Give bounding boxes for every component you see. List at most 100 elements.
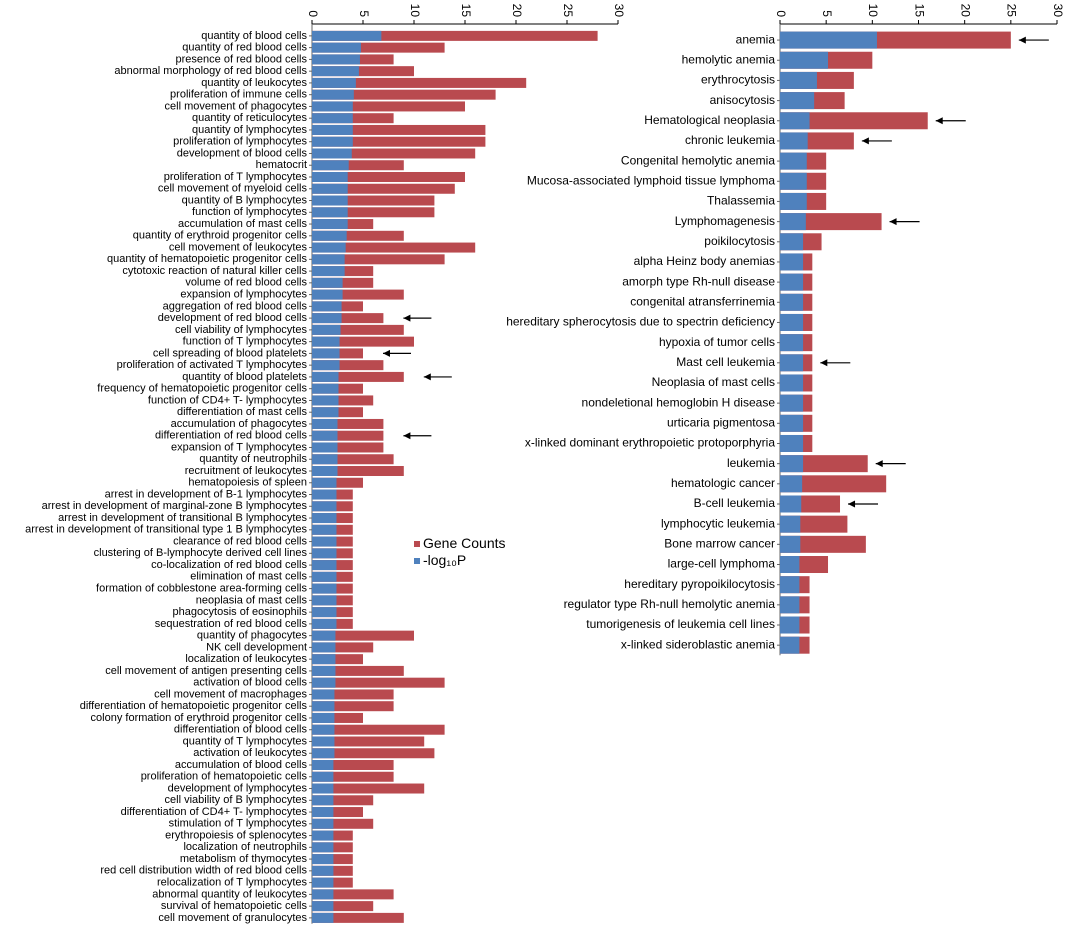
bar-neg-log10p xyxy=(312,548,337,559)
x-tick-label: 0 xyxy=(774,10,788,17)
category-label: quantity of reticulocytes xyxy=(192,112,307,124)
bar-neg-log10p xyxy=(312,148,352,159)
bar-neg-log10p xyxy=(312,524,337,535)
category-label: metabolism of thymocytes xyxy=(180,853,308,865)
bar-neg-log10p xyxy=(312,712,335,723)
bar-neg-log10p xyxy=(780,253,804,271)
category-label: anisocytosis xyxy=(710,93,775,107)
bar-gene-counts xyxy=(312,748,435,759)
category-label: localization of neutrophils xyxy=(183,841,307,853)
bar-gene-counts xyxy=(312,42,445,53)
category-label: differentiation of red blood cells xyxy=(155,430,308,442)
bar-neg-log10p xyxy=(312,760,334,770)
bar-neg-log10p xyxy=(312,277,343,288)
bar-neg-log10p xyxy=(312,854,334,865)
bar-neg-log10p xyxy=(312,783,334,794)
bar-neg-log10p xyxy=(312,336,340,347)
arrow-icon xyxy=(383,349,411,357)
bar-neg-log10p xyxy=(312,489,337,500)
category-label: quantity of B lymphocytes xyxy=(182,194,308,206)
x-tick-label: 30 xyxy=(1051,4,1065,18)
bar-neg-log10p xyxy=(780,616,800,634)
category-label: Hematological neoplasia xyxy=(644,113,775,127)
right-chart: 0 5 10 15 20 25 30 anemia hemolytic anemia erythr… xyxy=(506,4,1065,656)
arrow-icon xyxy=(848,500,879,508)
bar-neg-log10p xyxy=(312,242,346,253)
bar-gene-counts xyxy=(312,289,404,300)
category-label: cell spreading of blood platelets xyxy=(153,347,308,359)
x-tick-label: 15 xyxy=(459,4,473,18)
category-label: Thalassemia xyxy=(707,194,775,208)
bar-neg-log10p xyxy=(312,477,337,488)
category-label: proliferation of T lymphocytes xyxy=(164,171,308,183)
bar-neg-log10p xyxy=(312,724,335,735)
legend: Gene Counts -log₁₀P xyxy=(414,535,506,568)
arrow-icon xyxy=(1018,36,1049,44)
category-label: x-linked dominant erythropoietic protopo… xyxy=(525,436,775,450)
category-label: development of red blood cells xyxy=(158,312,308,324)
category-label: cell movement of myeloid cells xyxy=(158,183,308,195)
bar-neg-log10p xyxy=(312,348,340,359)
bar-neg-log10p xyxy=(312,183,348,194)
arrow-icon xyxy=(423,373,452,381)
bar-gene-counts xyxy=(312,430,384,441)
bar-neg-log10p xyxy=(312,818,334,829)
category-label: Mast cell leukemia xyxy=(676,355,775,369)
category-label: arrest in development of transitional B … xyxy=(58,512,307,524)
bar-neg-log10p xyxy=(312,219,348,230)
category-label: amorph type Rh-null disease xyxy=(622,274,775,288)
category-label: erythrocytosis xyxy=(701,73,775,87)
bar-neg-log10p xyxy=(312,313,342,324)
bar-neg-log10p xyxy=(312,513,337,524)
category-label: quantity of T lymphocytes xyxy=(183,735,308,747)
bar-gene-counts xyxy=(312,654,363,665)
bar-neg-log10p xyxy=(312,254,345,265)
category-label: function of T lymphocytes xyxy=(183,336,308,348)
bar-neg-log10p xyxy=(312,371,339,382)
bar-neg-log10p xyxy=(780,334,804,352)
bar-neg-log10p xyxy=(780,313,804,331)
bar-neg-log10p xyxy=(312,89,354,100)
bar-neg-log10p xyxy=(312,595,337,606)
category-label: cell movement of granulocytes xyxy=(158,912,307,924)
category-label: cell viability of lymphocytes xyxy=(175,324,308,336)
bar-gene-counts xyxy=(312,466,404,476)
bar-gene-counts xyxy=(312,677,445,688)
bar-neg-log10p xyxy=(780,374,804,392)
bar-neg-log10p xyxy=(312,583,337,594)
bar-neg-log10p xyxy=(312,889,334,900)
x-tick-label: 30 xyxy=(612,4,626,18)
bar-neg-log10p xyxy=(312,454,338,465)
bar-gene-counts xyxy=(780,112,928,130)
category-label: proliferation of hematopoietic cells xyxy=(141,771,308,783)
category-label: cell movement of leukocytes xyxy=(169,241,308,253)
bar-neg-log10p xyxy=(312,536,337,547)
category-label: colony formation of erythroid progenitor… xyxy=(91,712,308,724)
bar-neg-log10p xyxy=(312,642,336,653)
bar-neg-log10p xyxy=(312,560,337,571)
category-label: congenital atransferrinemia xyxy=(630,294,775,308)
bar-neg-log10p xyxy=(312,689,335,700)
category-label: sequestration of red blood cells xyxy=(155,618,308,630)
category-label: clearance of red blood cells xyxy=(173,535,307,547)
legend-label-gene-counts: Gene Counts xyxy=(423,535,506,551)
category-label: hemolytic anemia xyxy=(682,52,776,66)
bar-gene-counts xyxy=(312,101,465,112)
arrow-icon xyxy=(820,359,851,367)
arrow-icon xyxy=(875,460,906,468)
category-label: proliferation of activated T lymphocytes xyxy=(117,359,308,371)
bar-neg-log10p xyxy=(780,112,810,130)
bar-gene-counts xyxy=(312,66,414,77)
category-label: hereditary spherocytosis due to spectrin… xyxy=(506,315,775,329)
bar-gene-counts xyxy=(312,160,404,171)
category-label: function of lymphocytes xyxy=(192,206,307,218)
arrow-icon xyxy=(889,218,920,226)
category-label: frequency of hematopoietic progenitor ce… xyxy=(97,383,307,395)
category-label: function of CD4+ T- lymphocytes xyxy=(148,394,308,406)
category-label: anemia xyxy=(736,32,776,46)
category-label: cell movement of macrophages xyxy=(154,688,307,700)
bar-neg-log10p xyxy=(312,136,353,147)
x-tick-label: 10 xyxy=(408,4,422,18)
